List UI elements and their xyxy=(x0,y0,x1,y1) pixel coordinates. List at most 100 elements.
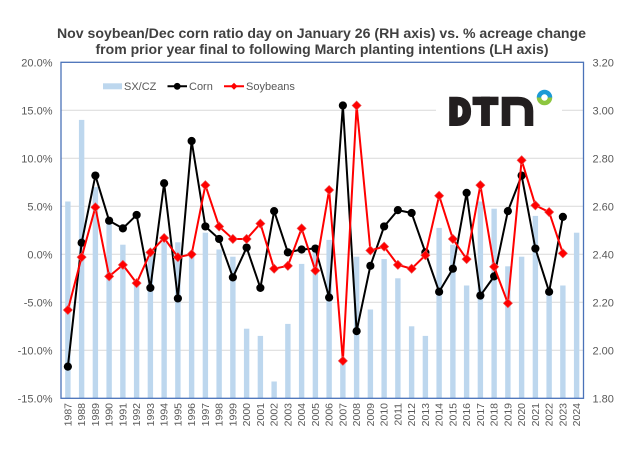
legend-label: Soybeans xyxy=(246,81,295,93)
sx-cz-bar xyxy=(326,239,332,399)
right-axis-tick-label: 2.00 xyxy=(593,345,614,357)
sx-cz-bar xyxy=(188,254,195,399)
sx-cz-bar xyxy=(161,242,167,399)
sx-cz-bar xyxy=(422,335,429,399)
x-axis-tick-label: 1992 xyxy=(131,403,143,427)
x-axis-tick-label: 1998 xyxy=(214,403,226,427)
x-axis-tick-label: 2005 xyxy=(310,403,322,427)
legend-label: Corn xyxy=(189,81,213,93)
x-axis-tick-label: 2015 xyxy=(447,403,459,427)
sx-cz-bar xyxy=(257,335,264,399)
sx-cz-bar xyxy=(477,201,484,399)
soybean-marker xyxy=(557,248,568,259)
soybean-marker xyxy=(214,221,225,232)
corn-marker xyxy=(146,283,155,292)
sx-cz-bar xyxy=(65,201,71,399)
corn-marker xyxy=(435,287,444,296)
sx-cz-bar xyxy=(518,256,525,399)
x-axis-tick-label: 2009 xyxy=(365,403,377,427)
sx-cz-bar xyxy=(243,328,250,399)
corn-marker xyxy=(558,212,567,221)
left-axis: 20.0% 15.0% 10.0% 5.0% 0.0% -5.0% -10.0% -15.0% xyxy=(18,57,53,405)
x-axis-tick-label: 2004 xyxy=(296,403,308,427)
soybean-marker xyxy=(282,260,293,271)
x-axis-tick-label: 2013 xyxy=(420,403,432,427)
left-axis-tick-label: 5.0% xyxy=(27,201,52,213)
corn-marker xyxy=(338,101,347,110)
x-axis-tick-label: 2011 xyxy=(392,403,404,426)
soybean-marker xyxy=(310,265,321,276)
soybean-marker xyxy=(172,252,183,263)
logo-ring-icon xyxy=(536,89,553,106)
x-axis-tick-label: 1990 xyxy=(104,403,116,427)
corn-marker xyxy=(201,222,210,231)
corn-marker xyxy=(256,283,265,292)
right-axis-tick-label: 2.80 xyxy=(593,153,614,165)
sx-cz-bar xyxy=(340,359,346,399)
x-axis-tick-label: 1993 xyxy=(145,403,157,427)
x-axis-tick-label: 2008 xyxy=(351,403,363,427)
soybean-marker xyxy=(392,259,403,270)
x-axis-tick-label: 2001 xyxy=(255,403,267,427)
sx-cz-bar xyxy=(463,285,470,399)
x-axis-tick-label: 1991 xyxy=(117,403,129,427)
soybean-marker xyxy=(76,252,87,263)
corn-marker xyxy=(503,207,512,216)
x-axis-tick-label: 1994 xyxy=(159,403,171,427)
plot-area-border xyxy=(60,61,585,399)
x-axis-tick-label: 2002 xyxy=(269,403,281,427)
sx-cz-bar xyxy=(560,285,566,399)
legend-item-corn: Corn xyxy=(167,81,213,93)
bar-series-sx-cz xyxy=(65,119,580,399)
x-axis: 1987 1988 1989 1990 1991 1992 1993 1994 1995 1996… xyxy=(62,403,583,427)
soybean-marker xyxy=(516,155,527,166)
x-axis-tick-label: 2021 xyxy=(530,403,542,427)
sx-cz-bar xyxy=(92,187,99,399)
sx-cz-bar xyxy=(175,242,181,399)
soybean-marker xyxy=(324,184,335,196)
x-axis-tick-label: 1989 xyxy=(90,403,102,427)
x-axis-tick-label: 2012 xyxy=(406,403,418,427)
corn-marker xyxy=(173,294,182,303)
x-axis-tick-label: 1987 xyxy=(62,403,74,427)
soybean-marker xyxy=(502,298,513,309)
line-series-soybeans xyxy=(62,100,568,366)
dtn-logo xyxy=(436,89,562,130)
sx-cz-bar xyxy=(230,256,236,399)
corn-marker xyxy=(297,245,306,254)
corn-marker xyxy=(132,210,141,220)
x-axis-tick-label: 1996 xyxy=(186,403,198,427)
x-axis-tick-label: 2017 xyxy=(475,403,487,427)
x-axis-tick-label: 2023 xyxy=(557,403,569,427)
chart-title-line-2: from prior year final to following March… xyxy=(96,42,549,57)
sx-cz-bar xyxy=(216,249,222,399)
soybean-marker xyxy=(131,278,142,289)
soybean-marker xyxy=(544,207,555,218)
soybean-marker xyxy=(365,245,376,256)
legend-swatch-bar xyxy=(103,83,122,90)
sx-cz-bar xyxy=(491,208,497,399)
chart-title-line-1: Nov soybean/Dec corn ratio day on Januar… xyxy=(57,26,587,41)
corn-marker xyxy=(352,327,361,336)
sx-cz-bar xyxy=(532,215,539,399)
soybean-marker xyxy=(159,232,170,244)
corn-marker xyxy=(160,179,169,188)
x-axis-tick-label: 2019 xyxy=(502,403,514,427)
sx-cz-bar xyxy=(436,227,442,399)
x-axis-tick-label: 1995 xyxy=(172,403,184,427)
x-axis-tick-label: 2024 xyxy=(571,403,583,427)
legend-label: SX/CZ xyxy=(124,81,157,93)
corn-marker xyxy=(77,238,86,247)
corn-marker xyxy=(407,208,416,218)
corn-marker xyxy=(228,273,237,282)
soybean-marker xyxy=(475,180,486,191)
x-axis-tick-label: 1988 xyxy=(76,403,88,427)
soybean-marker xyxy=(104,271,115,282)
corn-marker xyxy=(242,243,251,252)
chart-title: Nov soybean/Dec corn ratio day on Januar… xyxy=(57,26,587,57)
soybean-marker xyxy=(351,100,362,111)
logo-letter-n-icon xyxy=(501,96,534,126)
sx-cz-bar xyxy=(202,232,209,399)
sx-cz-bar xyxy=(133,283,140,399)
